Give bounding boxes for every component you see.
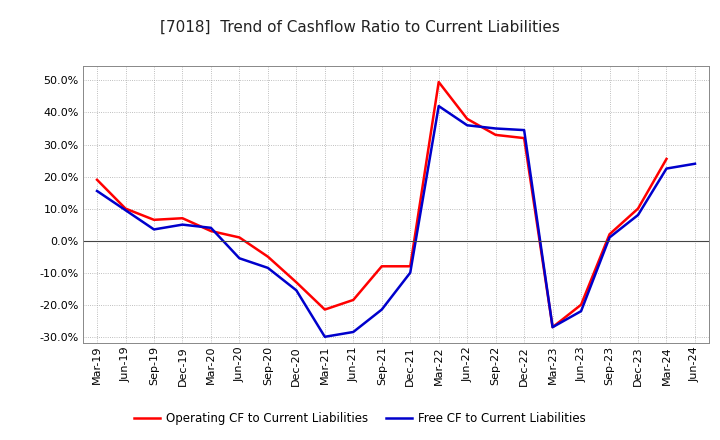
Operating CF to Current Liabilities (662, 156, 671, 161)
Free CF to Current Liabilities (690, 161, 699, 166)
Free CF to Current Liabilities (320, 334, 329, 339)
Operating CF to Current Liabilities (178, 216, 186, 221)
Operating CF to Current Liabilities (634, 206, 642, 211)
Free CF to Current Liabilities (292, 288, 301, 293)
Free CF to Current Liabilities (264, 265, 272, 271)
Free CF to Current Liabilities (207, 225, 215, 231)
Free CF to Current Liabilities (577, 308, 585, 314)
Free CF to Current Liabilities (150, 227, 158, 232)
Free CF to Current Liabilities (463, 123, 472, 128)
Free CF to Current Liabilities (491, 126, 500, 131)
Line: Operating CF to Current Liabilities: Operating CF to Current Liabilities (97, 82, 667, 327)
Operating CF to Current Liabilities (292, 280, 301, 285)
Operating CF to Current Liabilities (520, 136, 528, 141)
Operating CF to Current Liabilities (264, 254, 272, 259)
Free CF to Current Liabilities (121, 208, 130, 213)
Operating CF to Current Liabilities (235, 235, 243, 240)
Legend: Operating CF to Current Liabilities, Free CF to Current Liabilities: Operating CF to Current Liabilities, Fre… (130, 407, 590, 430)
Line: Free CF to Current Liabilities: Free CF to Current Liabilities (97, 106, 695, 337)
Free CF to Current Liabilities (93, 188, 102, 194)
Free CF to Current Liabilities (178, 222, 186, 227)
Operating CF to Current Liabilities (150, 217, 158, 223)
Operating CF to Current Liabilities (463, 116, 472, 121)
Free CF to Current Liabilities (349, 330, 358, 335)
Operating CF to Current Liabilities (491, 132, 500, 138)
Free CF to Current Liabilities (520, 128, 528, 133)
Operating CF to Current Liabilities (577, 302, 585, 308)
Free CF to Current Liabilities (634, 213, 642, 218)
Free CF to Current Liabilities (235, 256, 243, 261)
Free CF to Current Liabilities (406, 270, 415, 275)
Operating CF to Current Liabilities (207, 228, 215, 234)
Operating CF to Current Liabilities (121, 206, 130, 211)
Free CF to Current Liabilities (377, 307, 386, 312)
Operating CF to Current Liabilities (349, 297, 358, 303)
Free CF to Current Liabilities (662, 166, 671, 171)
Operating CF to Current Liabilities (320, 307, 329, 312)
Free CF to Current Liabilities (434, 103, 443, 109)
Operating CF to Current Liabilities (406, 264, 415, 269)
Text: [7018]  Trend of Cashflow Ratio to Current Liabilities: [7018] Trend of Cashflow Ratio to Curren… (160, 20, 560, 35)
Operating CF to Current Liabilities (606, 231, 614, 237)
Operating CF to Current Liabilities (549, 325, 557, 330)
Operating CF to Current Liabilities (377, 264, 386, 269)
Free CF to Current Liabilities (606, 235, 614, 240)
Operating CF to Current Liabilities (434, 79, 443, 84)
Free CF to Current Liabilities (549, 325, 557, 330)
Operating CF to Current Liabilities (93, 177, 102, 183)
